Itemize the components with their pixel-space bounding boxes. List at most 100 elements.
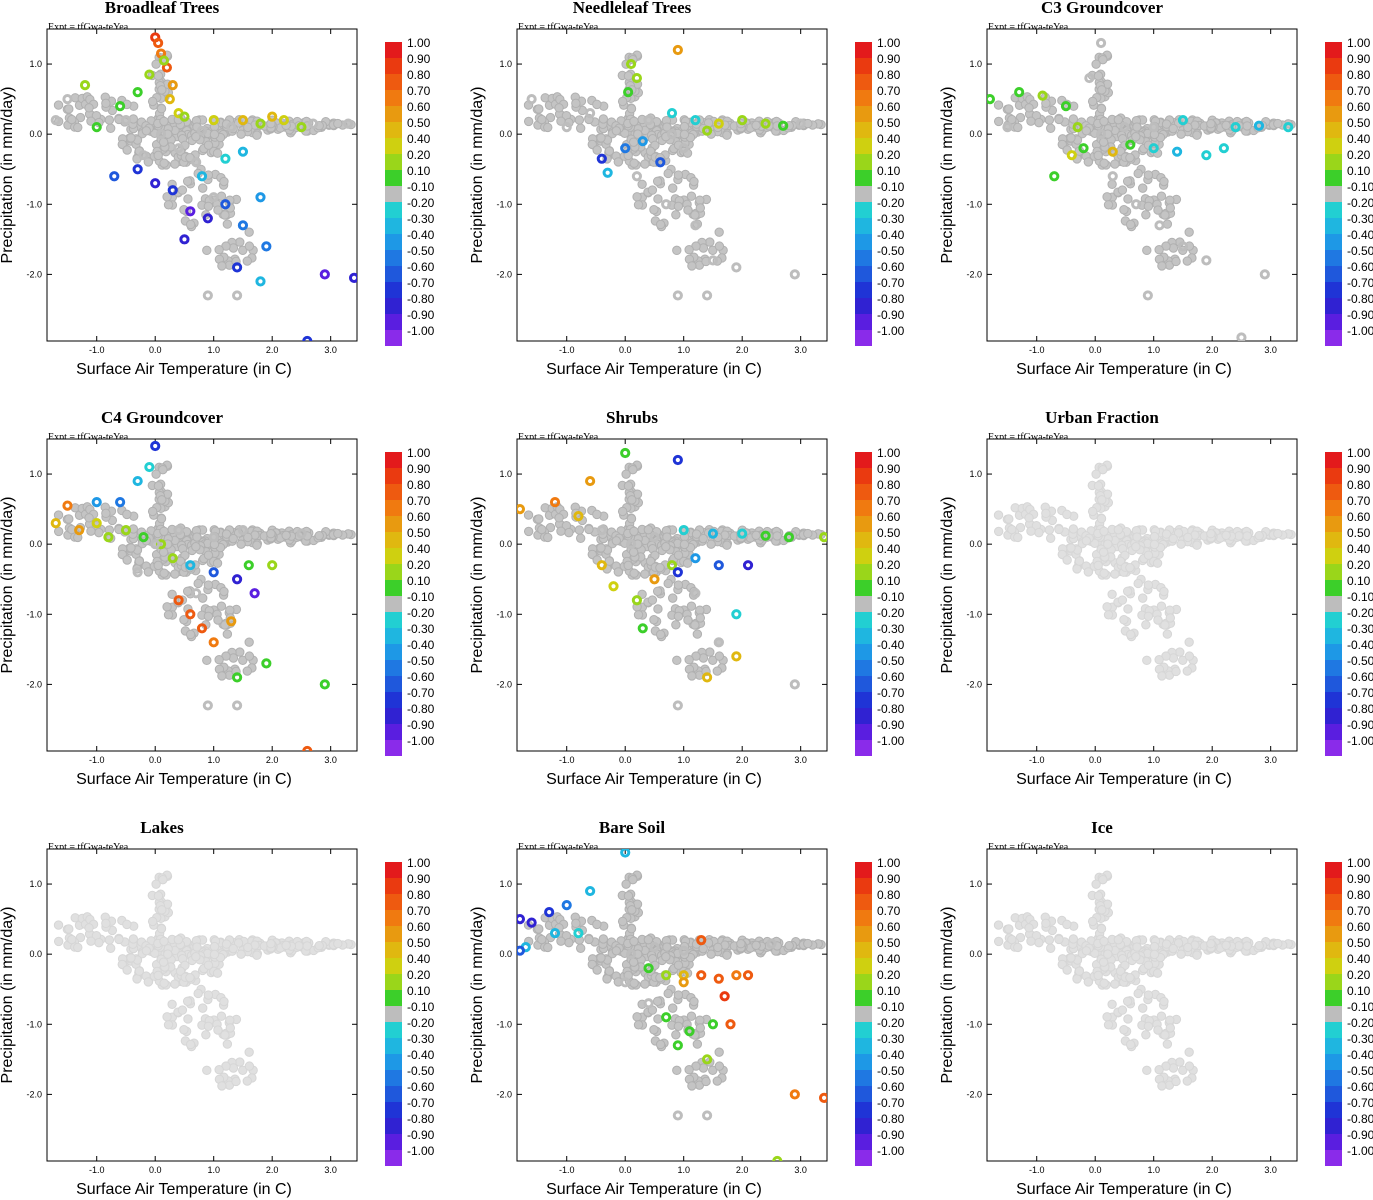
- background-point: [715, 1062, 723, 1070]
- background-point: [199, 184, 207, 192]
- colorbar-label: 0.20: [1347, 558, 1371, 572]
- background-point: [674, 171, 682, 179]
- background-point: [202, 1031, 210, 1039]
- background-point: [1172, 667, 1180, 675]
- background-point: [544, 533, 552, 541]
- background-point: [696, 614, 704, 622]
- colorbar-label: 0.40: [1347, 952, 1371, 966]
- colorbar-label: 0.10: [407, 984, 431, 998]
- background-point: [164, 611, 172, 619]
- background-point: [627, 925, 635, 933]
- background-point: [565, 528, 573, 536]
- background-point: [1207, 120, 1215, 128]
- background-point: [535, 925, 543, 933]
- colorbar-swatch: [1325, 1086, 1342, 1102]
- background-point: [1255, 531, 1263, 539]
- colorbar-label: -0.70: [407, 686, 435, 700]
- background-point: [1005, 925, 1013, 933]
- colorbar-swatch: [385, 1006, 402, 1022]
- background-point: [1222, 531, 1230, 539]
- y-tick-label: 1.0: [969, 879, 982, 889]
- background-point: [213, 969, 221, 977]
- background-point: [1185, 1062, 1193, 1070]
- colorbar-label: 0.50: [1347, 936, 1371, 950]
- background-point: [630, 937, 638, 945]
- colorbar-swatch: [855, 1054, 872, 1070]
- colorbar-swatch: [1325, 282, 1342, 298]
- background-point: [65, 925, 73, 933]
- background-point: [1144, 171, 1152, 179]
- background-point: [154, 72, 162, 80]
- colorbar-label: -0.10: [1347, 590, 1373, 604]
- background-point: [1097, 925, 1105, 933]
- colorbar-label: -0.70: [1347, 276, 1373, 290]
- colorbar-swatch: [855, 250, 872, 266]
- background-point: [148, 917, 156, 925]
- colorbar-label: -0.40: [1347, 638, 1373, 652]
- background-point: [535, 515, 543, 523]
- background-point: [160, 117, 168, 125]
- colorbar-label: 0.40: [407, 952, 431, 966]
- colorbar-swatch: [1325, 724, 1342, 740]
- background-point: [133, 975, 141, 983]
- background-point: [1063, 920, 1071, 928]
- background-point: [1035, 118, 1043, 126]
- colorbar-swatch: [1325, 1006, 1342, 1022]
- background-point: [1139, 184, 1147, 192]
- background-point: [334, 939, 342, 947]
- background-point: [267, 940, 275, 948]
- colorbar-label: 0.80: [1347, 888, 1371, 902]
- background-point: [707, 540, 715, 548]
- background-point: [157, 515, 165, 523]
- background-point: [1100, 937, 1108, 945]
- background-point: [699, 944, 707, 952]
- background-point: [154, 151, 162, 159]
- background-point: [1114, 116, 1122, 124]
- background-point: [154, 971, 162, 979]
- background-point: [688, 1082, 696, 1090]
- colorbar-swatch: [1325, 74, 1342, 90]
- background-point: [612, 537, 620, 545]
- background-point: [154, 482, 162, 490]
- background-point: [245, 652, 253, 660]
- background-point: [663, 943, 671, 951]
- colorbar-label: 0.80: [407, 68, 431, 82]
- colorbar-label: 0.90: [877, 52, 901, 66]
- colorbar-label: 0.20: [1347, 148, 1371, 162]
- background-point: [1046, 944, 1054, 952]
- background-point: [160, 569, 168, 577]
- x-tick-label: 0.0: [149, 345, 162, 355]
- background-point: [585, 525, 593, 533]
- colorbar-swatch: [855, 468, 872, 484]
- background-point: [1098, 496, 1106, 504]
- background-point: [1118, 186, 1126, 194]
- background-point: [193, 943, 201, 951]
- background-point: [1025, 104, 1033, 112]
- colorbar-label: 0.40: [1347, 542, 1371, 556]
- background-point: [696, 196, 704, 204]
- colorbar-label: -1.00: [1347, 1144, 1373, 1158]
- x-tick-label: -1.0: [89, 755, 105, 765]
- colorbar-swatch: [1325, 580, 1342, 596]
- colorbar-label: 1.00: [877, 856, 901, 870]
- background-point: [1144, 581, 1152, 589]
- colorbar-label: -0.50: [407, 654, 435, 668]
- colorbar-swatch: [385, 692, 402, 708]
- background-point: [650, 616, 658, 624]
- y-tick-label: 1.0: [969, 469, 982, 479]
- background-point: [693, 1040, 701, 1048]
- background-point: [524, 117, 532, 125]
- background-point: [1153, 559, 1161, 567]
- y-tick-label: 0.0: [29, 539, 42, 549]
- colorbar-label: -0.30: [877, 1032, 905, 1046]
- background-point: [174, 936, 182, 944]
- background-point: [1185, 652, 1193, 660]
- y-axis-label: Precipitation (in mm/day): [469, 87, 486, 264]
- colorbar-label: -0.90: [1347, 1128, 1373, 1142]
- background-point: [1158, 1082, 1166, 1090]
- background-point: [1098, 86, 1106, 94]
- background-point: [204, 141, 212, 149]
- colorbar-label: 1.00: [1347, 856, 1371, 870]
- background-point: [752, 121, 760, 129]
- background-point: [1073, 975, 1081, 983]
